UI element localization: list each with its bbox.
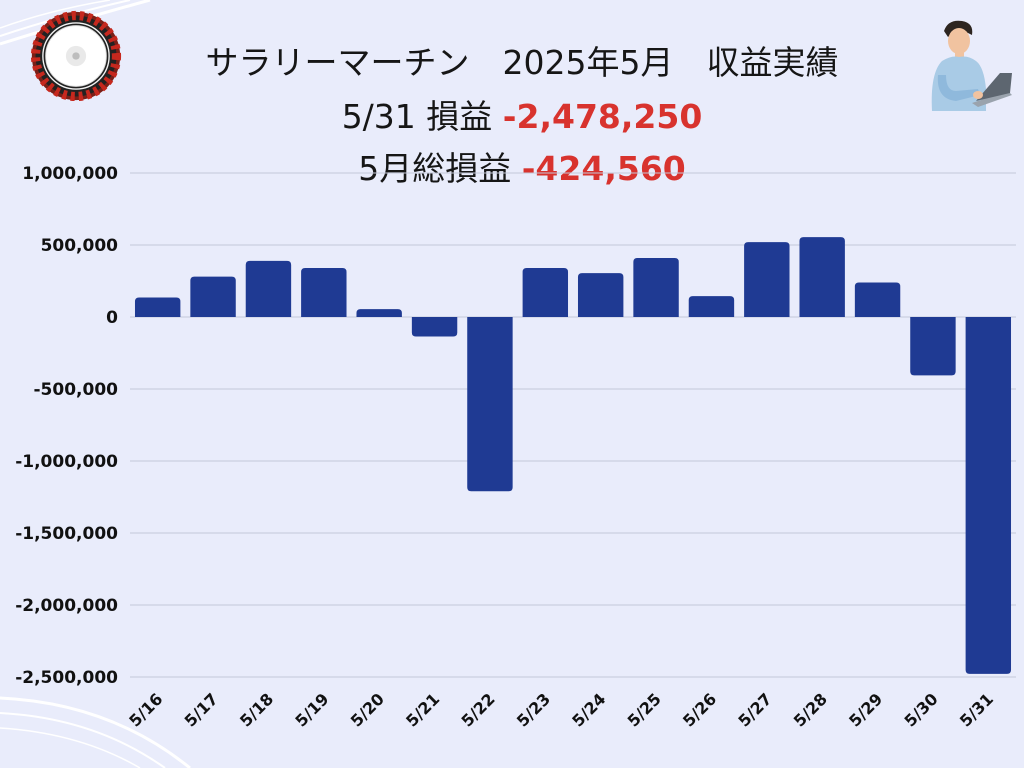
y-tick-label: -2,500,000 (15, 668, 118, 688)
roulette-wheel-icon (30, 10, 122, 102)
y-tick-label: 0 (106, 308, 118, 328)
y-tick-label: -1,500,000 (15, 524, 118, 544)
x-tick-label: 5/26 (679, 689, 720, 730)
x-tick-label: 5/17 (181, 689, 222, 730)
x-tick-label: 5/28 (790, 689, 831, 730)
monthly-profit-label: 5月総損益 (358, 149, 512, 188)
x-tick-label: 5/21 (402, 689, 443, 730)
bar-5-21 (411, 317, 458, 337)
bar-5-30 (910, 317, 956, 376)
bar-5-17 (190, 276, 236, 317)
x-tick-label: 5/18 (236, 689, 277, 730)
y-tick-label: 500,000 (41, 236, 119, 256)
x-tick-label: 5/20 (347, 689, 388, 730)
x-tick-label: 5/16 (125, 689, 166, 730)
x-tick-label: 5/22 (458, 689, 499, 730)
daily-profit-line: 5/31 損益 -2,478,250 (0, 90, 1024, 138)
x-tick-label: 5/31 (956, 689, 997, 730)
x-tick-label: 5/19 (291, 689, 332, 730)
bar-5-20 (356, 309, 402, 317)
bar-5-26 (688, 296, 735, 317)
bar-5-19 (301, 268, 347, 317)
y-tick-label: -2,000,000 (15, 596, 118, 616)
monthly-profit-line: 5月総損益 -424,560 (0, 142, 1024, 190)
bar-5-27 (744, 242, 790, 317)
bar-5-28 (799, 237, 845, 317)
bar-5-29 (854, 282, 901, 317)
bar-5-18 (245, 260, 292, 317)
bar-5-23 (522, 268, 569, 317)
daily-profit-label: 5/31 損益 (341, 97, 493, 136)
bar-5-16 (134, 297, 181, 317)
bar-5-25 (633, 257, 679, 317)
x-tick-label: 5/23 (513, 689, 554, 730)
x-tick-label: 5/30 (901, 689, 942, 730)
bar-5-24 (577, 273, 624, 317)
y-tick-label: 1,000,000 (22, 164, 118, 184)
monthly-profit-value: -424,560 (521, 149, 686, 188)
x-tick-label: 5/25 (624, 689, 665, 730)
bar-5-31 (965, 317, 1012, 674)
bar-5-22 (467, 317, 513, 492)
x-tick-label: 5/24 (568, 689, 609, 730)
page-title: サラリーマーチン 2025年5月 収益実績 (205, 43, 839, 82)
person-with-laptop-icon (931, 20, 1012, 111)
y-tick-label: -500,000 (34, 380, 119, 400)
x-tick-label: 5/27 (734, 689, 775, 730)
x-tick-label: 5/29 (845, 689, 886, 730)
y-tick-label: -1,000,000 (15, 452, 118, 472)
daily-profit-value: -2,478,250 (502, 97, 703, 136)
